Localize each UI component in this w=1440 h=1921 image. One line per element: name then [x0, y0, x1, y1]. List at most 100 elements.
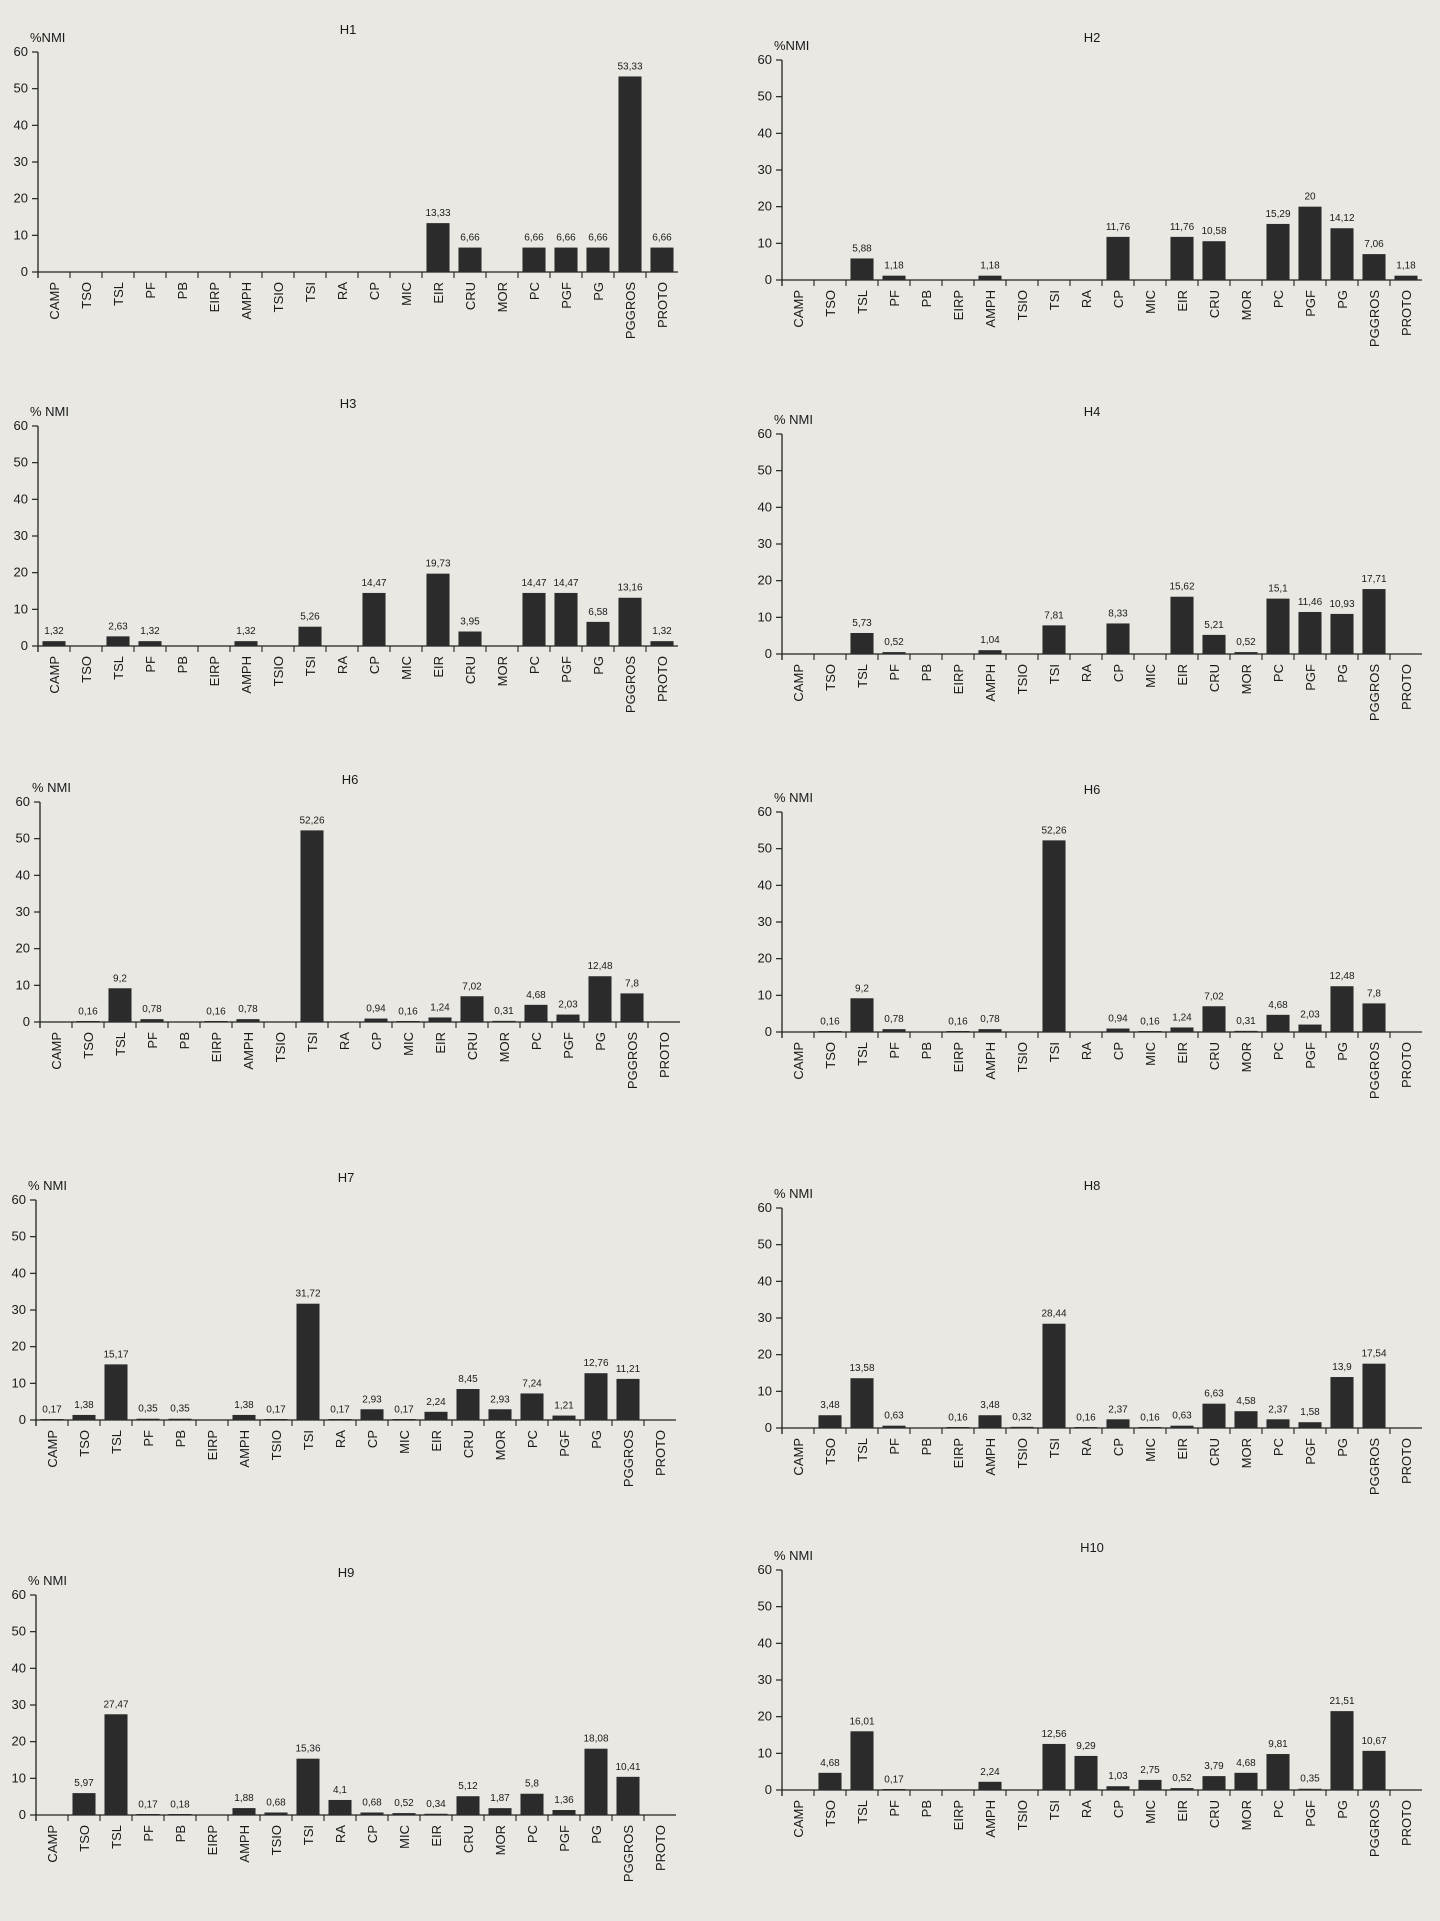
y-tick-label: 60: [758, 804, 772, 819]
x-tick-label: TSO: [823, 1800, 838, 1827]
chart-title: H1: [340, 22, 357, 37]
x-tick-label: CAMP: [791, 290, 806, 328]
x-tick-label: CAMP: [49, 1032, 64, 1070]
x-tick-label: MOR: [493, 1430, 508, 1460]
bar: [1106, 1786, 1130, 1790]
data-label: 15,29: [1265, 209, 1290, 220]
x-tick-label: EIR: [1175, 290, 1190, 312]
x-tick-label: EIRP: [205, 1430, 220, 1460]
data-label: 1,38: [234, 1400, 254, 1411]
x-tick-label: MOR: [497, 1032, 512, 1062]
data-label: 1,38: [74, 1400, 94, 1411]
x-tick-label: TSI: [1047, 1800, 1062, 1820]
x-tick-label: TSL: [111, 282, 126, 306]
x-tick-label: PC: [1271, 290, 1286, 308]
x-tick-label: MIC: [1143, 664, 1158, 688]
bar: [1330, 986, 1354, 1032]
chart-9: H9 % NMI 0 10 20 30 40 50 60 CAMP TSO 5,97 TSL 27,47 P…: [12, 1565, 676, 1882]
data-label: 3,79: [1204, 1761, 1224, 1772]
chart-title: H8: [1084, 1178, 1101, 1193]
bar: [1106, 236, 1130, 280]
x-tick-label: PROTO: [655, 656, 670, 702]
data-label: 21,51: [1329, 1696, 1354, 1707]
x-tick-label: CRU: [1207, 290, 1222, 318]
chart-5: H6 % NMI 0 10 20 30 40 50 60 CAMP TSO 0,16 TSL 9,2 PF 0…: [16, 772, 680, 1089]
y-tick-label: 20: [758, 951, 772, 966]
bar: [42, 641, 66, 646]
data-label: 10,41: [615, 1762, 640, 1773]
bar: [552, 1810, 576, 1815]
x-tick-label: MIC: [1143, 1438, 1158, 1462]
x-tick-label: PGF: [559, 282, 574, 309]
x-tick-label: PC: [527, 282, 542, 300]
data-label: 1,32: [44, 626, 64, 637]
x-tick-label: RA: [333, 1430, 348, 1448]
x-tick-label: PGF: [1303, 1800, 1318, 1827]
y-tick-label: 20: [14, 565, 28, 580]
x-tick-label: EIRP: [951, 290, 966, 320]
x-tick-label: CP: [1111, 664, 1126, 682]
x-tick-label: MIC: [397, 1430, 412, 1454]
bar: [1330, 1377, 1354, 1428]
bar: [168, 1418, 192, 1420]
x-tick-label: CRU: [465, 1032, 480, 1060]
bar: [850, 1731, 874, 1790]
data-label: 2,93: [490, 1394, 510, 1405]
x-tick-label: CP: [1111, 1042, 1126, 1060]
x-tick-label: TSL: [855, 1438, 870, 1462]
x-tick-label: CRU: [463, 656, 478, 684]
bar: [1266, 1014, 1290, 1032]
bar: [1298, 1422, 1322, 1428]
bar: [818, 1031, 842, 1032]
x-tick-label: PG: [1335, 1438, 1350, 1457]
chart-10: H10 % NMI 0 10 20 30 40 50 60 CAMP TSO 4,68 TSL 16,01…: [758, 1540, 1422, 1857]
bar: [946, 1427, 970, 1428]
x-tick-label: EIR: [431, 656, 446, 678]
bar: [522, 247, 546, 272]
x-tick-label: TSIO: [1015, 1042, 1030, 1072]
data-label: 0,52: [1172, 1773, 1192, 1784]
bar: [136, 1814, 160, 1815]
x-tick-label: MOR: [495, 656, 510, 686]
x-tick-label: CRU: [1207, 1042, 1222, 1070]
bar: [426, 573, 450, 646]
bar: [298, 626, 322, 646]
y-tick-label: 10: [12, 1375, 26, 1390]
data-label: 17,54: [1361, 1349, 1386, 1360]
x-tick-label: PGGROS: [625, 1032, 640, 1089]
y-tick-label: 40: [12, 1660, 26, 1675]
bar: [1170, 1027, 1194, 1032]
bar: [232, 1808, 256, 1815]
y-tick-label: 10: [14, 227, 28, 242]
x-tick-label: PGGROS: [621, 1825, 636, 1882]
y-tick-label: 40: [758, 1635, 772, 1650]
x-tick-label: PG: [1335, 1042, 1350, 1061]
x-tick-label: EIRP: [205, 1825, 220, 1855]
bar: [978, 1781, 1002, 1790]
x-tick-label: TSL: [855, 290, 870, 314]
data-label: 0,63: [884, 1411, 904, 1422]
x-tick-label: TSL: [109, 1825, 124, 1849]
y-tick-label: 30: [758, 1672, 772, 1687]
data-label: 0,63: [1172, 1411, 1192, 1422]
bar: [140, 1019, 164, 1022]
x-tick-label: PGF: [557, 1825, 572, 1852]
x-tick-label: PROTO: [655, 282, 670, 328]
bar: [204, 1021, 228, 1022]
chart-4: H4 % NMI 0 10 20 30 40 50 60 CAMP TSO TSL 5,73 PF 0,52…: [758, 404, 1422, 721]
data-label: 1,87: [490, 1793, 510, 1804]
bar: [460, 996, 484, 1022]
x-tick-label: PG: [591, 656, 606, 675]
data-label: 2,24: [426, 1397, 446, 1408]
data-label: 15,1: [1268, 584, 1288, 595]
bar: [1362, 254, 1386, 280]
bar: [488, 1409, 512, 1420]
chart-1: H1 %NMI 0 10 20 30 40 50 60 CAMP TSO TSL PF PB EIRP AMP…: [14, 22, 678, 339]
y-tick-label: 50: [758, 89, 772, 104]
bar: [1330, 1711, 1354, 1790]
data-label: 13,16: [617, 583, 642, 594]
x-tick-label: RA: [1079, 290, 1094, 308]
y-tick-label: 60: [758, 426, 772, 441]
data-label: 0,16: [1140, 1412, 1160, 1423]
x-tick-label: EIRP: [207, 282, 222, 312]
